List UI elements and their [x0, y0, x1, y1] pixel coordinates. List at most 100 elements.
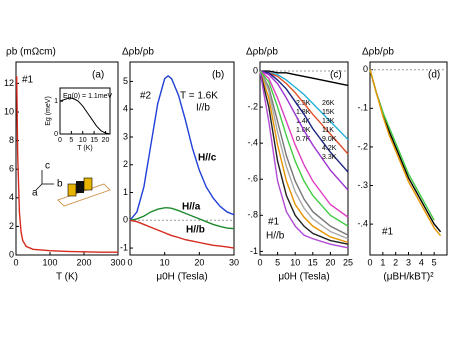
- series-label: H//c: [198, 153, 217, 164]
- data-line: [259, 70, 349, 155]
- plot-frame: [59, 87, 111, 135]
- annotation: #2: [140, 91, 152, 102]
- plot-frame: [15, 61, 119, 256]
- y-tick-label: 0: [253, 65, 258, 75]
- x-tick-label: 2: [393, 257, 398, 267]
- x-tick-label: 0: [127, 257, 132, 267]
- y-tick-label: 0: [9, 249, 14, 259]
- contact: [83, 177, 93, 191]
- y-tick-label: 1: [54, 98, 58, 105]
- x-tick-label: 10: [290, 257, 300, 267]
- y-tick-label: -.3: [357, 180, 368, 190]
- legend-label: 26K: [322, 100, 335, 107]
- y-axis-label: Δρb/ρb: [362, 47, 394, 58]
- x-tick-label: 4: [419, 257, 424, 267]
- annotation: I//b: [196, 103, 210, 114]
- data-line: [259, 70, 349, 244]
- annotation: (c): [330, 70, 342, 81]
- x-tick-label: 30: [229, 257, 239, 267]
- x-tick-label: 20: [194, 257, 204, 267]
- series-label: H//b: [186, 225, 205, 236]
- y-axis-label: Δρb/ρb: [122, 47, 154, 58]
- plot-frame: [259, 61, 349, 256]
- x-tick-label: 300: [110, 257, 125, 267]
- x-tick-label: 15: [308, 257, 318, 267]
- y-tick-label: 0: [54, 131, 58, 138]
- legend-label: 9.0K: [322, 136, 337, 143]
- y-tick-label: -.4: [357, 218, 368, 228]
- data-line: [59, 97, 111, 135]
- y-tick-label: -.4: [247, 138, 258, 148]
- data-line: [259, 70, 349, 236]
- data-line: [369, 69, 442, 233]
- legend-label: 15K: [322, 109, 335, 116]
- data-line: [260, 70, 349, 87]
- data-line: [259, 70, 349, 240]
- annotation: (b): [212, 70, 224, 81]
- annotation: c: [45, 161, 50, 172]
- y-tick-label: 0: [363, 64, 368, 74]
- data-line: [259, 70, 349, 191]
- annotation: Eg(0) = 1.1meV: [63, 93, 113, 100]
- x-axis-label: μ0H (Tesla): [278, 272, 329, 283]
- x-tick-label: 5: [69, 137, 73, 144]
- legend-label: 13K: [322, 118, 335, 125]
- x-axis-label: T (K): [56, 272, 78, 283]
- legend-label: 0.7K: [296, 136, 311, 143]
- y-axis-label: Δρb/ρb: [246, 47, 278, 58]
- y-tick-label: -.6: [247, 174, 258, 184]
- data-line: [369, 69, 442, 237]
- legend-label: 3.3K: [322, 154, 337, 161]
- y-tick-label: 8: [9, 135, 14, 145]
- legend-label: 4.2K: [322, 145, 337, 152]
- y-tick-label: 12: [4, 78, 14, 88]
- data-line: [259, 70, 349, 227]
- annotation: H//b: [266, 231, 285, 242]
- x-tick-label: 0: [13, 257, 18, 267]
- data-line: [15, 76, 118, 253]
- data-line: [259, 70, 349, 173]
- y-tick-label: 1: [123, 187, 128, 197]
- x-tick-label: 0: [367, 257, 372, 267]
- y-tick-label: 4: [9, 192, 14, 202]
- y-tick-label: -.2: [247, 101, 258, 111]
- crystal: [76, 181, 84, 193]
- annotation: (d): [428, 70, 440, 81]
- legend-label: 11K: [322, 127, 334, 134]
- x-tick-label: 0: [58, 137, 62, 144]
- data-line: [129, 219, 235, 249]
- x-tick-label: 15: [90, 137, 98, 144]
- x-tick-label: 10: [79, 137, 87, 144]
- annotation: #1: [382, 227, 394, 238]
- x-tick-label: 0: [257, 257, 262, 267]
- y-tick-label: -1: [250, 246, 258, 256]
- x-tick-label: 5: [432, 257, 437, 267]
- data-line: [129, 207, 235, 230]
- x-tick-label: 20: [325, 257, 335, 267]
- y-tick-label: -.1: [357, 103, 368, 113]
- x-axis-label: (μBH/kBT)²: [383, 272, 434, 283]
- y-tick-label: 0: [123, 215, 128, 225]
- plot-frame: [129, 61, 235, 256]
- y-axis-label: Eg (meV): [45, 96, 52, 126]
- y-axis-label: ρb (mΩcm): [6, 47, 56, 58]
- y-tick-label: -.2: [357, 141, 368, 151]
- x-tick-label: 20: [102, 137, 110, 144]
- axis-arrow: [35, 183, 43, 191]
- x-axis-label: T (K): [77, 145, 92, 152]
- y-tick-label: 5: [123, 76, 128, 86]
- x-tick-label: 200: [76, 257, 91, 267]
- x-axis-label: μ0H (Tesla): [156, 272, 207, 283]
- annotation: #1: [22, 75, 34, 86]
- data-line: [259, 70, 349, 245]
- y-tick-label: 3: [123, 131, 128, 141]
- data-line: [259, 70, 349, 249]
- y-tick-label: 10: [4, 106, 14, 116]
- annotation: b: [57, 179, 63, 190]
- data-line: [259, 70, 349, 218]
- y-tick-label: 2: [123, 159, 128, 169]
- series-label: H//a: [182, 202, 201, 213]
- legend-label: 1.4K: [296, 118, 311, 125]
- inset-background: [60, 88, 110, 134]
